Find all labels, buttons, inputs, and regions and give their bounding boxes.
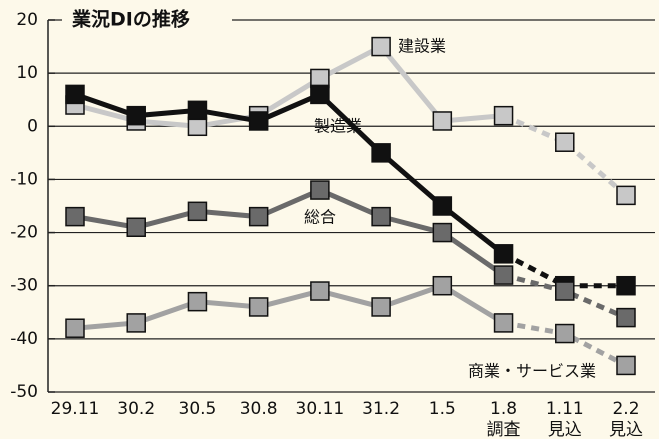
title-bg <box>62 6 232 34</box>
marker <box>616 307 636 328</box>
marker <box>126 313 146 333</box>
marker <box>371 36 391 57</box>
x-tick-label: 31.2 <box>362 399 400 419</box>
x-tick-sublabel: 調査 <box>487 420 521 439</box>
series-line <box>74 43 504 129</box>
x-tick-label: 1.5 <box>429 399 456 419</box>
marker <box>432 222 453 243</box>
marker <box>493 244 514 264</box>
marker <box>616 185 636 206</box>
series-label: 建設業 <box>398 37 446 56</box>
y-tick-label: 0 <box>27 116 38 136</box>
marker <box>187 291 208 312</box>
marker <box>432 111 453 131</box>
marker <box>310 180 330 200</box>
marker <box>187 201 208 222</box>
marker <box>493 105 514 126</box>
marker <box>371 143 391 163</box>
series-line <box>74 91 506 256</box>
marker <box>493 313 514 333</box>
marker <box>65 318 85 338</box>
series-label: 製造業 <box>314 117 362 136</box>
marker <box>187 100 208 121</box>
marker <box>555 323 575 344</box>
series-label: 総合 <box>304 208 336 227</box>
marker <box>493 265 514 285</box>
y-tick-label: -50 <box>10 382 38 402</box>
marker <box>555 281 575 301</box>
x-tick-sublabel: 見込 <box>548 420 582 439</box>
x-tick-label: 30.11 <box>296 399 345 419</box>
marker <box>248 111 269 131</box>
marker <box>616 355 636 376</box>
marker <box>555 132 575 152</box>
x-tick-label: 30.5 <box>179 399 217 419</box>
marker <box>432 275 453 296</box>
x-tick-label: 1.8 <box>490 399 517 419</box>
y-tick-label: 20 <box>16 10 38 30</box>
y-tick-label: -10 <box>10 169 38 189</box>
x-tick-label: 29.11 <box>51 399 100 419</box>
marker <box>248 206 269 227</box>
marker <box>616 275 636 296</box>
x-tick-label: 30.2 <box>117 399 155 419</box>
x-tick-label: 30.8 <box>240 399 278 419</box>
marker <box>432 196 453 216</box>
series-line <box>74 282 505 331</box>
series-label: 商業・サービス業 <box>468 362 596 381</box>
marker <box>65 206 85 227</box>
x-tick-label: 2.2 <box>612 399 639 419</box>
series-line <box>74 187 505 278</box>
chart-title: 業況DIの推移 <box>71 8 190 31</box>
marker <box>248 297 269 317</box>
marker <box>126 105 146 126</box>
marker <box>310 281 330 301</box>
marker <box>371 297 391 317</box>
marker <box>65 84 85 105</box>
marker <box>371 206 391 227</box>
y-tick-label: -40 <box>10 329 38 349</box>
y-tick-label: -20 <box>10 223 38 243</box>
x-tick-label: 1.11 <box>546 399 584 419</box>
y-tick-label: -30 <box>10 276 38 296</box>
marker <box>126 217 146 238</box>
y-tick-label: 10 <box>16 63 38 83</box>
marker <box>310 84 330 105</box>
x-tick-sublabel: 見込 <box>609 420 643 439</box>
